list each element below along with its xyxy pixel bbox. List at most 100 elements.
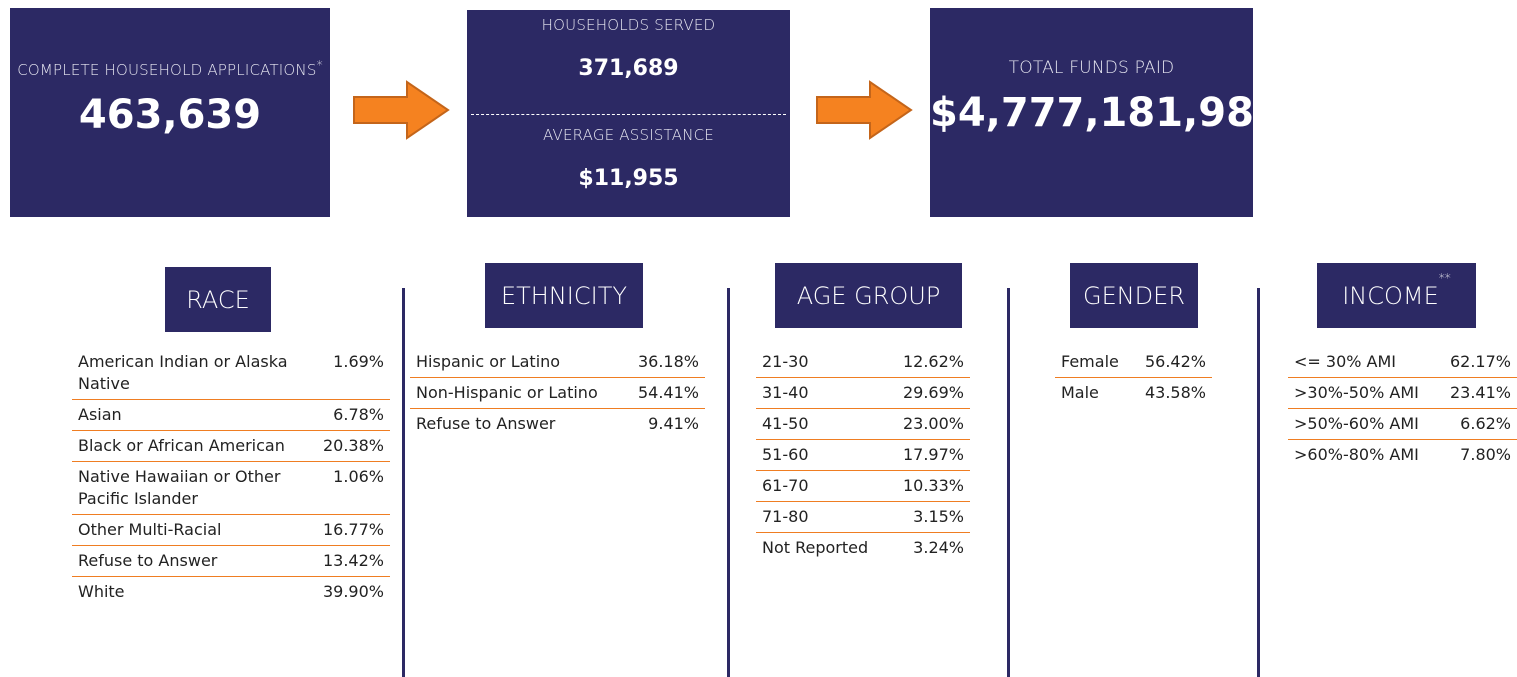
row-label: 51-60 xyxy=(762,445,809,464)
table-row: >30%-50% AMI 23.41% xyxy=(1288,378,1517,409)
kpi-value: 371,689 xyxy=(578,56,679,81)
table-row: 51-60 17.97% xyxy=(756,440,970,471)
kpi-value: $4,777,181,987 xyxy=(930,90,1282,136)
row-value: 12.62% xyxy=(902,352,964,371)
row-label: <= 30% AMI xyxy=(1294,352,1397,371)
row-value: 43.58% xyxy=(1144,383,1206,402)
table-row: 71-80 3.15% xyxy=(756,502,970,533)
note-mark: ** xyxy=(1438,271,1451,285)
kpi-label: COMPLETE HOUSEHOLD APPLICATIONS* xyxy=(10,58,330,79)
row-label: Other Multi-Racial xyxy=(78,520,222,539)
row-value: 7.80% xyxy=(1460,445,1511,464)
table-row: 21-30 12.62% xyxy=(756,347,970,378)
section-table: <= 30% AMI 62.17% >30%-50% AMI 23.41% >50%-6… xyxy=(1288,347,1517,470)
section-title: GENDER xyxy=(1082,281,1186,310)
table-row: White 39.90% xyxy=(72,577,390,607)
kpi-served: HOUSEHOLDS SERVED 371,689 AVERAGE ASSIST… xyxy=(467,10,790,217)
row-label: Male xyxy=(1061,383,1099,402)
table-row: Asian 6.78% xyxy=(72,400,390,431)
table-row: Black or African American 20.38% xyxy=(72,431,390,462)
row-label: >50%-60% AMI xyxy=(1294,414,1419,433)
table-row: Native Hawaiian or Other Pacific Islande… xyxy=(72,462,390,515)
table-row: 31-40 29.69% xyxy=(756,378,970,409)
row-value: 9.41% xyxy=(648,414,699,433)
section-table: American Indian or Alaska Native 1.69% Asi… xyxy=(72,347,390,607)
section-header: RACE xyxy=(165,267,271,332)
column-separator xyxy=(1257,288,1260,677)
section-table: Hispanic or Latino 36.18% Non-Hispanic or … xyxy=(410,347,705,439)
kpi-label: TOTAL FUNDS PAID xyxy=(1008,58,1175,78)
row-label: 21-30 xyxy=(762,352,809,371)
row-label: Refuse to Answer xyxy=(416,414,556,433)
section-table: 21-30 12.62% 31-40 29.69% 41-50 23.00% 51-60 17… xyxy=(756,347,970,563)
section-title: AGE GROUP xyxy=(796,281,941,310)
row-label: >60%-80% AMI xyxy=(1294,445,1419,464)
row-label: American Indian or Alaska Native xyxy=(78,352,288,393)
note-mark: * xyxy=(316,58,323,72)
section-table: Female 56.42% Male 43.58% xyxy=(1055,347,1212,408)
row-label: Non-Hispanic or Latino xyxy=(416,383,598,402)
arrow xyxy=(353,80,450,140)
row-value: 6.78% xyxy=(333,405,384,424)
row-label: Native Hawaiian or Other Pacific Islande… xyxy=(78,467,281,508)
section-header: GENDER xyxy=(1070,263,1198,328)
row-value: 1.69% xyxy=(333,352,384,371)
row-label: Black or African American xyxy=(78,436,285,455)
row-value: 16.77% xyxy=(322,520,384,539)
table-row: Refuse to Answer 13.42% xyxy=(72,546,390,577)
kpi-label: HOUSEHOLDS SERVED xyxy=(541,16,716,34)
table-row: Other Multi-Racial 16.77% xyxy=(72,515,390,546)
row-label: Refuse to Answer xyxy=(78,551,218,570)
kpi-value: $11,955 xyxy=(578,166,679,191)
arrow xyxy=(816,80,913,140)
row-value: 17.97% xyxy=(902,445,964,464)
row-label: Female xyxy=(1061,352,1119,371)
table-row: 41-50 23.00% xyxy=(756,409,970,440)
column-separator xyxy=(1007,288,1010,677)
table-row: <= 30% AMI 62.17% xyxy=(1288,347,1517,378)
row-value: 56.42% xyxy=(1144,352,1206,371)
row-label: 71-80 xyxy=(762,507,809,526)
table-row: >60%-80% AMI 7.80% xyxy=(1288,440,1517,470)
kpi-value: 463,639 xyxy=(78,92,262,138)
section-header: ETHNICITY xyxy=(485,263,643,328)
row-label: Hispanic or Latino xyxy=(416,352,561,371)
row-label: White xyxy=(78,582,125,601)
column-separator xyxy=(402,288,405,677)
row-value: 62.17% xyxy=(1449,352,1511,371)
row-value: 39.90% xyxy=(322,582,384,601)
row-value: 23.00% xyxy=(902,414,964,433)
row-label: >30%-50% AMI xyxy=(1294,383,1419,402)
row-label: 61-70 xyxy=(762,476,809,495)
kpi-applications: COMPLETE HOUSEHOLD APPLICATIONS* 463,639 xyxy=(10,8,330,217)
table-row: >50%-60% AMI 6.62% xyxy=(1288,409,1517,440)
table-row: Not Reported 3.24% xyxy=(756,533,970,563)
table-row: Non-Hispanic or Latino 54.41% xyxy=(410,378,705,409)
label-text: COMPLETE HOUSEHOLD APPLICATIONS xyxy=(17,61,317,79)
row-label: Asian xyxy=(78,405,122,424)
row-label: Not Reported xyxy=(762,538,869,557)
kpi-total: TOTAL FUNDS PAID $4,777,181,987 xyxy=(930,8,1282,217)
row-value: 29.69% xyxy=(902,383,964,402)
row-value: 54.41% xyxy=(637,383,699,402)
table-row: Male 43.58% xyxy=(1055,378,1212,408)
row-value: 13.42% xyxy=(322,551,384,570)
section-title: ETHNICITY xyxy=(500,281,628,310)
table-row: Refuse to Answer 9.41% xyxy=(410,409,705,439)
kpi-label: AVERAGE ASSISTANCE xyxy=(542,126,714,144)
table-row: American Indian or Alaska Native 1.69% xyxy=(72,347,390,400)
row-value: 6.62% xyxy=(1460,414,1511,433)
row-value: 36.18% xyxy=(637,352,699,371)
divider xyxy=(471,114,786,115)
row-label: 31-40 xyxy=(762,383,809,402)
row-value: 1.06% xyxy=(333,467,384,486)
row-value: 3.24% xyxy=(913,538,964,557)
table-row: 61-70 10.33% xyxy=(756,471,970,502)
row-label: 41-50 xyxy=(762,414,809,433)
section-header: INCOME ** xyxy=(1317,263,1476,328)
section-title: INCOME xyxy=(1342,281,1439,310)
row-value: 3.15% xyxy=(913,507,964,526)
row-value: 23.41% xyxy=(1449,383,1511,402)
table-row: Female 56.42% xyxy=(1055,347,1212,378)
